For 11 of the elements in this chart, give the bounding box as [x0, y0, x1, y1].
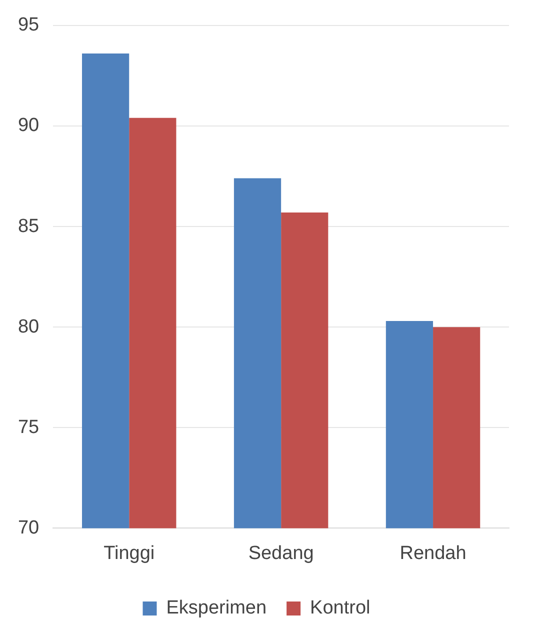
x-tick-label: Tinggi [104, 542, 155, 564]
legend-label: Kontrol [310, 598, 370, 619]
x-tick-label: Sedang [248, 542, 314, 564]
y-tick-label: 90 [18, 115, 40, 136]
y-tick-label: 95 [18, 14, 40, 36]
y-tick-label: 80 [18, 316, 40, 338]
y-tick-label: 70 [18, 517, 40, 538]
legend-label: Eksperimen [166, 598, 267, 619]
x-tick-label: Rendah [400, 542, 466, 564]
y-tick-label: 75 [18, 416, 40, 438]
y-tick-label: 85 [18, 216, 40, 237]
